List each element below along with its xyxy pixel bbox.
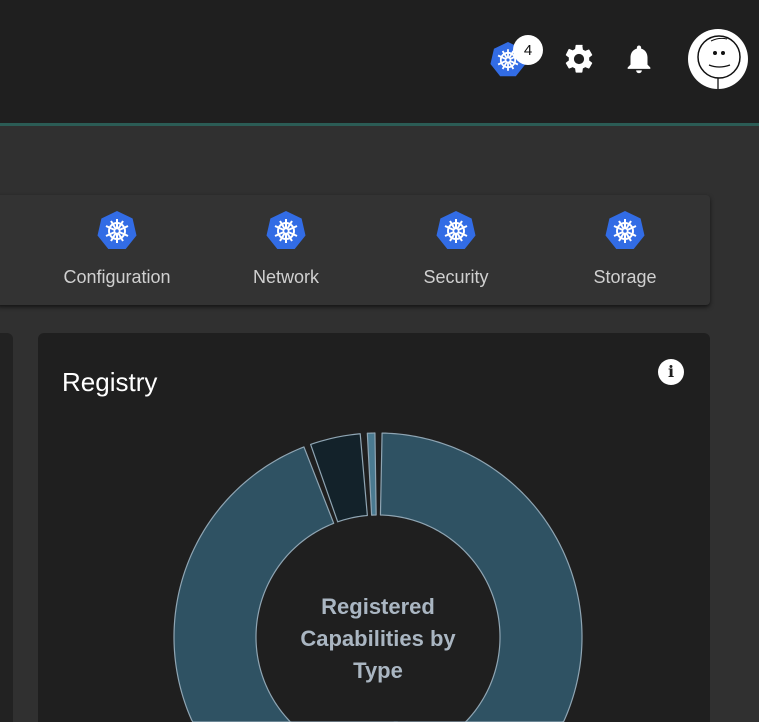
card-title: Registry [62, 367, 158, 397]
donut-slice[interactable] [379, 432, 583, 722]
toolbar-item-label: Security [423, 267, 489, 287]
registry-donut-chart [173, 432, 583, 722]
toolbar-item-configuration[interactable]: Configuration [42, 209, 192, 288]
info-icon[interactable]: i [658, 359, 684, 385]
donut-slice[interactable] [366, 432, 377, 516]
left-panel-card [0, 333, 13, 722]
gear-icon[interactable] [562, 42, 596, 76]
toolbar-item-label: Network [252, 267, 319, 287]
notification-count-badge: 4 [513, 35, 543, 65]
top-header: 4 [0, 0, 759, 126]
bell-icon[interactable] [622, 42, 656, 76]
toolbar-item-label: Storage [593, 267, 657, 287]
kubernetes-icon [265, 210, 307, 250]
donut-slice[interactable] [173, 446, 399, 722]
chart-center-label: Registered Capabilities by Type [300, 594, 456, 683]
registry-card: Registry i Registered Capabilities by Ty… [38, 333, 710, 722]
toolbar-item-network[interactable]: Network [211, 209, 361, 288]
kubernetes-icon [96, 210, 138, 250]
avatar-face-icon [697, 35, 741, 89]
category-toolbar: Configuration Network Security Storage [0, 195, 710, 305]
kubernetes-icon [435, 210, 477, 250]
avatar[interactable] [688, 29, 748, 89]
donut-slice[interactable] [310, 433, 368, 523]
toolbar-item-storage[interactable]: Storage [550, 209, 700, 288]
toolbar-item-label: Configuration [63, 267, 171, 287]
kubernetes-icon [604, 210, 646, 250]
toolbar-item-security[interactable]: Security [381, 209, 531, 288]
